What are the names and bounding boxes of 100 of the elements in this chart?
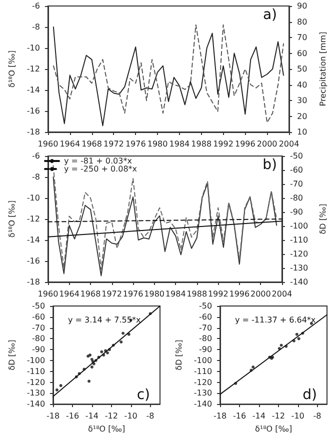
x-tick-label: 1960 — [38, 140, 58, 148]
point — [90, 366, 94, 369]
x-tick-label: 2000 — [250, 290, 271, 298]
x-tick-label: 1968 — [82, 140, 102, 148]
x-tick-label: 2004 — [278, 140, 300, 148]
annotation: y = -11.37 + 6.64*x — [235, 316, 316, 324]
point — [59, 384, 62, 388]
y-tick-label: -60 — [32, 312, 46, 322]
y-axis-title: δ¹⁸O [‰] — [8, 50, 16, 88]
point — [122, 332, 125, 335]
y-tick-label: -18 — [26, 278, 40, 286]
y2-tick-label: -60 — [290, 166, 304, 174]
y-tick-label: -6 — [32, 2, 40, 10]
y-axis-title: δD [‰] — [174, 340, 184, 370]
point — [120, 340, 123, 344]
y-tick-label: -110 — [26, 366, 46, 376]
y2-tick-label: -100 — [290, 222, 308, 230]
y2-tick-label: 20 — [297, 112, 308, 121]
annotation: d) — [302, 387, 318, 403]
y-tick-label: -18 — [26, 128, 40, 136]
point — [252, 366, 255, 369]
x-tick-label: 1968 — [80, 290, 101, 298]
y-tick-label: -50 — [198, 302, 212, 310]
y-tick-label: -70 — [32, 323, 46, 332]
y-tick-label: -100 — [194, 356, 212, 365]
x-axis-title: δ¹⁸O [‰] — [254, 424, 292, 434]
y-tick-label: -16 — [26, 106, 40, 116]
y2-tick-label: -130 — [290, 264, 308, 272]
legend-label: y = -250 + 0.08*x — [64, 164, 138, 174]
y-tick-label: -14 — [26, 236, 40, 244]
y2-tick-label: -140 — [290, 278, 308, 286]
x-tick-label: -16 — [66, 412, 80, 421]
x-tick-label: 1988 — [186, 290, 208, 298]
x-tick-label: 1980 — [147, 140, 168, 148]
x-tick-label: -18 — [214, 412, 227, 421]
point — [88, 380, 91, 383]
x-tick-label: 1972 — [102, 290, 122, 298]
y-tick-label: -90 — [198, 345, 212, 354]
x-tick-label: 2000 — [256, 140, 278, 148]
y-tick-label: -130 — [194, 388, 212, 398]
y2-tick-label: -80 — [290, 194, 304, 202]
y-tick-label: -130 — [26, 388, 46, 398]
annotation: a) — [262, 7, 278, 23]
x-tick-label: 1984 — [165, 290, 186, 298]
x-tick-label: -12 — [272, 412, 285, 421]
x-tick-label: -8 — [313, 412, 322, 421]
y2-tick-label: 40 — [297, 80, 308, 90]
y-tick-label: -90 — [32, 345, 46, 354]
y2-axis-title: δD [‰] — [318, 204, 328, 234]
y-tick-label: -120 — [194, 378, 212, 387]
y2-tick-label: 80 — [297, 17, 308, 26]
y-tick-label: -8 — [32, 172, 40, 182]
y-tick-label: -120 — [26, 378, 46, 387]
y2-tick-label: 10 — [297, 128, 308, 136]
x-tick-label: 1976 — [122, 290, 144, 298]
y2-tick-label: 60 — [297, 48, 308, 58]
y-tick-label: -110 — [194, 366, 212, 376]
y2-tick-label: 30 — [297, 96, 308, 105]
y2-tick-label: -50 — [290, 152, 304, 160]
y-axis-title: δD [‰] — [8, 340, 16, 370]
legend-label: y = -81 + 0.03*x — [64, 156, 132, 166]
line-series — [52, 176, 278, 276]
annotation: b) — [262, 157, 278, 173]
x-tick-label: 1992 — [208, 290, 228, 298]
y-tick-label: -100 — [26, 356, 46, 365]
x-tick-label: 1964 — [59, 290, 80, 298]
point — [297, 337, 300, 340]
point — [100, 350, 104, 354]
annotation: y = 3.14 + 7.55*x — [68, 316, 141, 324]
x-tick-label: -14 — [85, 412, 98, 421]
y-tick-label: -6 — [32, 152, 40, 160]
x-tick-label: -10 — [291, 412, 304, 421]
y2-axis-title: Precipitation [mm] — [318, 32, 328, 106]
y-tick-label: -10 — [26, 44, 40, 52]
y-tick-label: -16 — [26, 256, 40, 266]
x-tick-label: 1996 — [229, 290, 250, 298]
point — [55, 388, 58, 392]
x-tick-label: -12 — [104, 412, 118, 421]
annotation: c) — [136, 387, 150, 403]
y-tick-label: -14 — [26, 86, 40, 94]
y-axis-title: δ¹⁸O [‰] — [8, 200, 16, 238]
x-tick-label: 1964 — [60, 140, 80, 148]
x-tick-label: -10 — [124, 412, 138, 421]
x-tick-label: 2004 — [272, 290, 292, 298]
y-tick-label: -140 — [26, 400, 46, 409]
point — [127, 332, 130, 336]
y-tick-label: -60 — [198, 312, 212, 322]
x-tick-label: -8 — [146, 412, 154, 421]
y-tick-label: -12 — [26, 214, 40, 224]
y2-tick-label: -110 — [290, 236, 308, 244]
y2-tick-label: -70 — [290, 180, 304, 188]
x-tick-label: 1996 — [234, 140, 256, 148]
x-tick-label: 1992 — [213, 140, 234, 148]
y2-tick-label: -120 — [290, 250, 308, 258]
y-tick-label: -50 — [32, 302, 46, 310]
y-tick-label: -8 — [32, 22, 40, 32]
x-tick-label: 1960 — [38, 290, 58, 298]
y2-tick-label: 50 — [297, 64, 308, 74]
point — [280, 344, 283, 347]
point — [295, 332, 298, 336]
